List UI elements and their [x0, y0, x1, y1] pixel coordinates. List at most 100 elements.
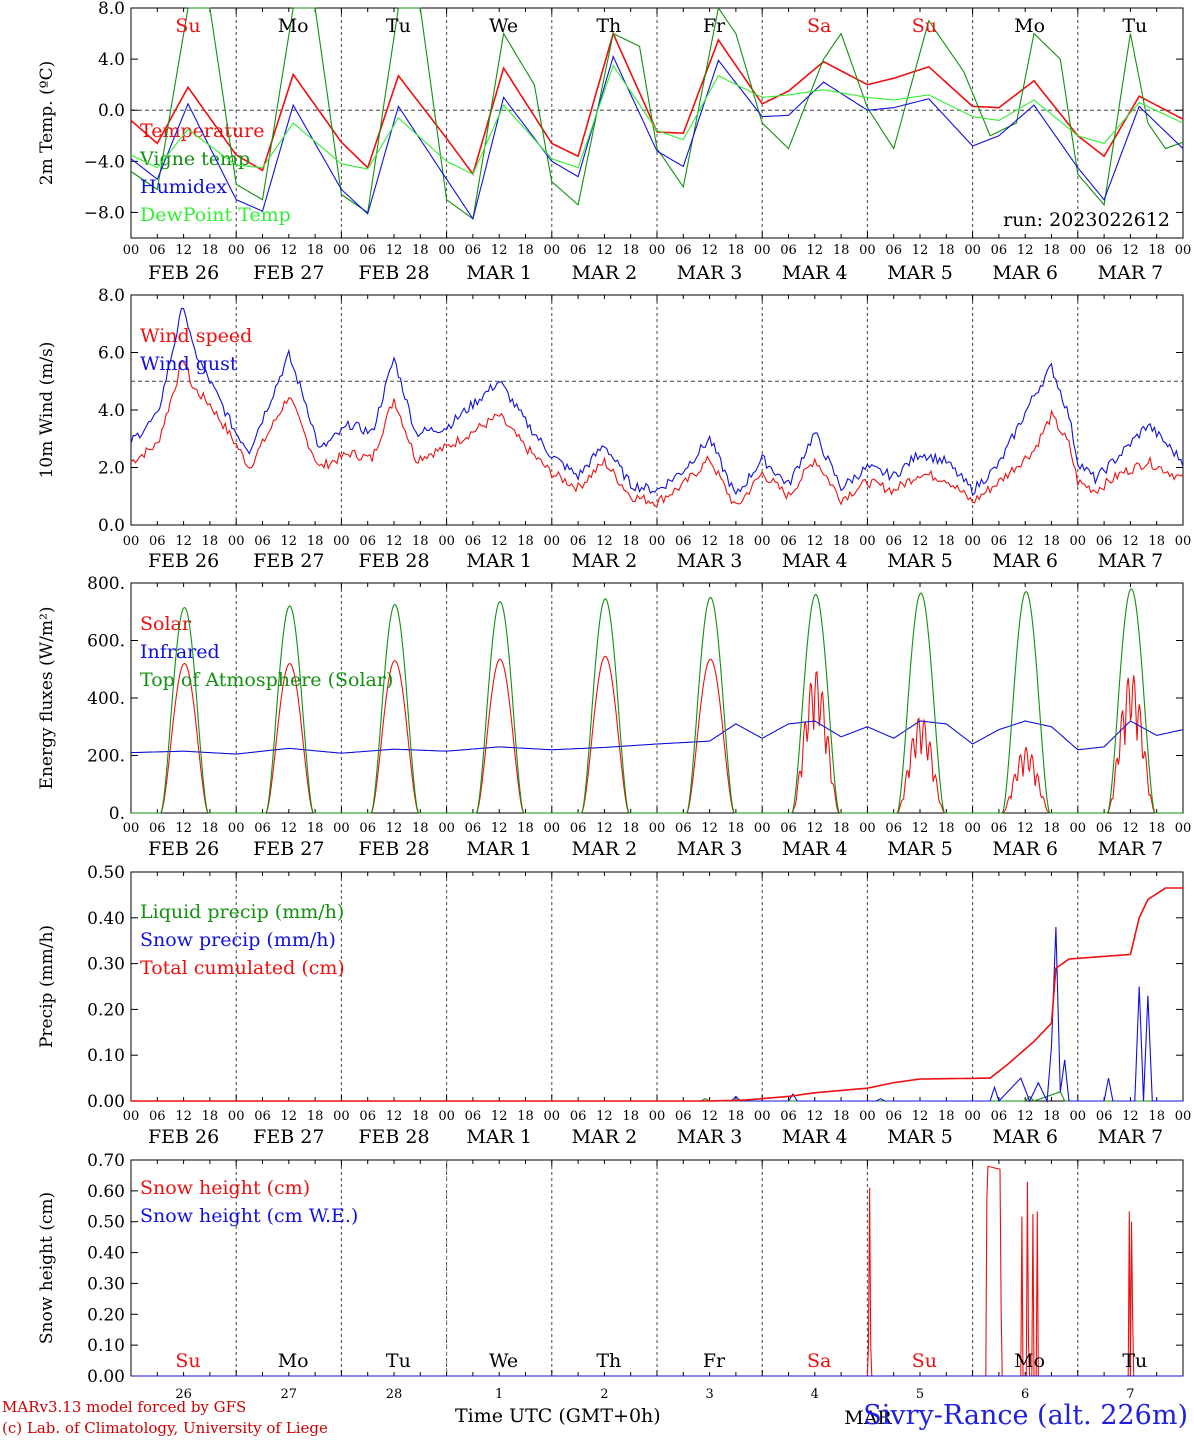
hour-tick-label: 00 — [333, 243, 350, 258]
series-line-total-cumulated-cm- — [131, 887, 1183, 1102]
hour-tick-label: 18 — [412, 821, 429, 836]
hour-tick-label: 18 — [728, 534, 745, 549]
weekday-label: Tu — [386, 15, 411, 37]
date-label: MAR 5 — [887, 838, 953, 860]
y-tick-label: 200. — [87, 747, 125, 767]
y-tick-label: 2.0 — [98, 459, 125, 479]
hour-tick-label: 06 — [254, 821, 271, 836]
hour-tick-label: 12 — [701, 243, 718, 258]
hour-tick-label: 00 — [1175, 821, 1192, 836]
hour-tick-label: 06 — [359, 821, 376, 836]
date-label: MAR 2 — [572, 838, 638, 860]
hour-tick-label: 06 — [885, 1109, 902, 1124]
hour-tick-label: 00 — [228, 821, 245, 836]
y-tick-label: 0.40 — [87, 909, 125, 929]
date-label: MAR 7 — [1098, 838, 1164, 860]
hour-tick-label: 06 — [780, 534, 797, 549]
hour-tick-label: 12 — [1122, 821, 1139, 836]
hour-tick-label: 06 — [991, 243, 1008, 258]
y-tick-label: 0.50 — [87, 863, 125, 883]
y-tick-label: 0.50 — [87, 1213, 125, 1233]
hour-tick-label: 12 — [596, 1109, 613, 1124]
hour-tick-label: 18 — [622, 821, 639, 836]
weekday-label: Su — [175, 15, 200, 37]
hour-tick-label: 06 — [675, 1109, 692, 1124]
hour-tick-label: 00 — [544, 534, 561, 549]
weekday-label: Th — [596, 1350, 621, 1372]
hour-tick-label: 12 — [912, 821, 929, 836]
x-axis-title: Time UTC (GMT+0h) — [455, 1405, 661, 1427]
legend-entry: Total cumulated (cm) — [140, 957, 345, 979]
y-tick-label: 0.0 — [98, 101, 125, 121]
lab-credit: (c) Lab. of Climatology, University of L… — [2, 1419, 328, 1437]
series-line-wind-speed — [130, 359, 1184, 507]
series-line-vigne-temp — [130, 6, 1184, 220]
hour-tick-label: 06 — [570, 821, 587, 836]
hour-tick-label: 18 — [517, 821, 534, 836]
hour-tick-label: 18 — [622, 1109, 639, 1124]
hour-tick-label: 06 — [359, 243, 376, 258]
date-label: MAR 4 — [782, 838, 848, 860]
day-number-label: 3 — [705, 1387, 713, 1402]
y-tick-label: −4.0 — [84, 152, 125, 172]
date-label: MAR 3 — [677, 262, 743, 284]
hour-tick-label: 00 — [964, 821, 981, 836]
hour-tick-label: 12 — [175, 243, 192, 258]
date-label: MAR 6 — [992, 262, 1058, 284]
date-label: MAR 2 — [572, 550, 638, 572]
hour-tick-label: 12 — [701, 534, 718, 549]
hour-tick-label: 12 — [281, 243, 298, 258]
hour-tick-label: 06 — [885, 821, 902, 836]
hour-tick-label: 18 — [833, 243, 850, 258]
hour-tick-label: 18 — [517, 534, 534, 549]
hour-tick-label: 00 — [649, 243, 666, 258]
date-label: FEB 27 — [253, 838, 324, 860]
y-tick-label: 0.30 — [87, 1274, 125, 1294]
hour-tick-label: 12 — [912, 1109, 929, 1124]
weekday-label: We — [489, 15, 518, 37]
weekday-label: Tu — [1122, 15, 1147, 37]
series-line-temperature — [130, 31, 1184, 176]
hour-tick-label: 12 — [175, 821, 192, 836]
hour-tick-label: 06 — [570, 1109, 587, 1124]
hour-tick-label: 00 — [859, 534, 876, 549]
hour-tick-label: 12 — [281, 534, 298, 549]
hour-tick-label: 00 — [1070, 243, 1087, 258]
hour-tick-label: 06 — [254, 534, 271, 549]
legend-entry: DewPoint Temp — [140, 204, 291, 226]
hour-tick-label: 18 — [202, 243, 219, 258]
hour-tick-label: 06 — [359, 534, 376, 549]
hour-tick-label: 18 — [1043, 821, 1060, 836]
hour-tick-label: 06 — [780, 243, 797, 258]
y-tick-label: 400. — [87, 689, 125, 709]
hour-tick-label: 12 — [491, 821, 508, 836]
legend-entry: Temperature — [140, 120, 264, 142]
hour-tick-label: 18 — [1148, 821, 1165, 836]
hour-tick-label: 12 — [1017, 1109, 1034, 1124]
day-number-label: 5 — [916, 1387, 924, 1402]
hour-tick-label: 00 — [228, 1109, 245, 1124]
hour-tick-label: 18 — [728, 821, 745, 836]
day-number-label: 7 — [1126, 1387, 1134, 1402]
weekday-label: Tu — [386, 1350, 411, 1372]
hour-tick-label: 18 — [517, 1109, 534, 1124]
y-tick-label: 0.10 — [87, 1336, 125, 1356]
date-label: FEB 26 — [148, 550, 219, 572]
hour-tick-label: 12 — [1017, 534, 1034, 549]
hour-tick-label: 18 — [1148, 534, 1165, 549]
hour-tick-label: 18 — [938, 821, 955, 836]
hour-tick-label: 12 — [912, 534, 929, 549]
date-label: MAR 3 — [677, 550, 743, 572]
weekday-label: Sa — [807, 15, 831, 37]
legend-entry: Infrared — [140, 641, 220, 663]
weekday-label: Tu — [1122, 1350, 1147, 1372]
day-number-label: 4 — [811, 1387, 819, 1402]
hour-tick-label: 12 — [1017, 243, 1034, 258]
y-tick-label: 0.00 — [87, 1367, 125, 1387]
hour-tick-label: 18 — [202, 534, 219, 549]
y-axis-label: 10m Wind (m/s) — [37, 342, 57, 479]
y-axis-label: Precip (mm/h) — [37, 925, 57, 1048]
hour-tick-label: 06 — [780, 1109, 797, 1124]
hour-tick-label: 00 — [1175, 1109, 1192, 1124]
date-label: MAR 6 — [992, 838, 1058, 860]
